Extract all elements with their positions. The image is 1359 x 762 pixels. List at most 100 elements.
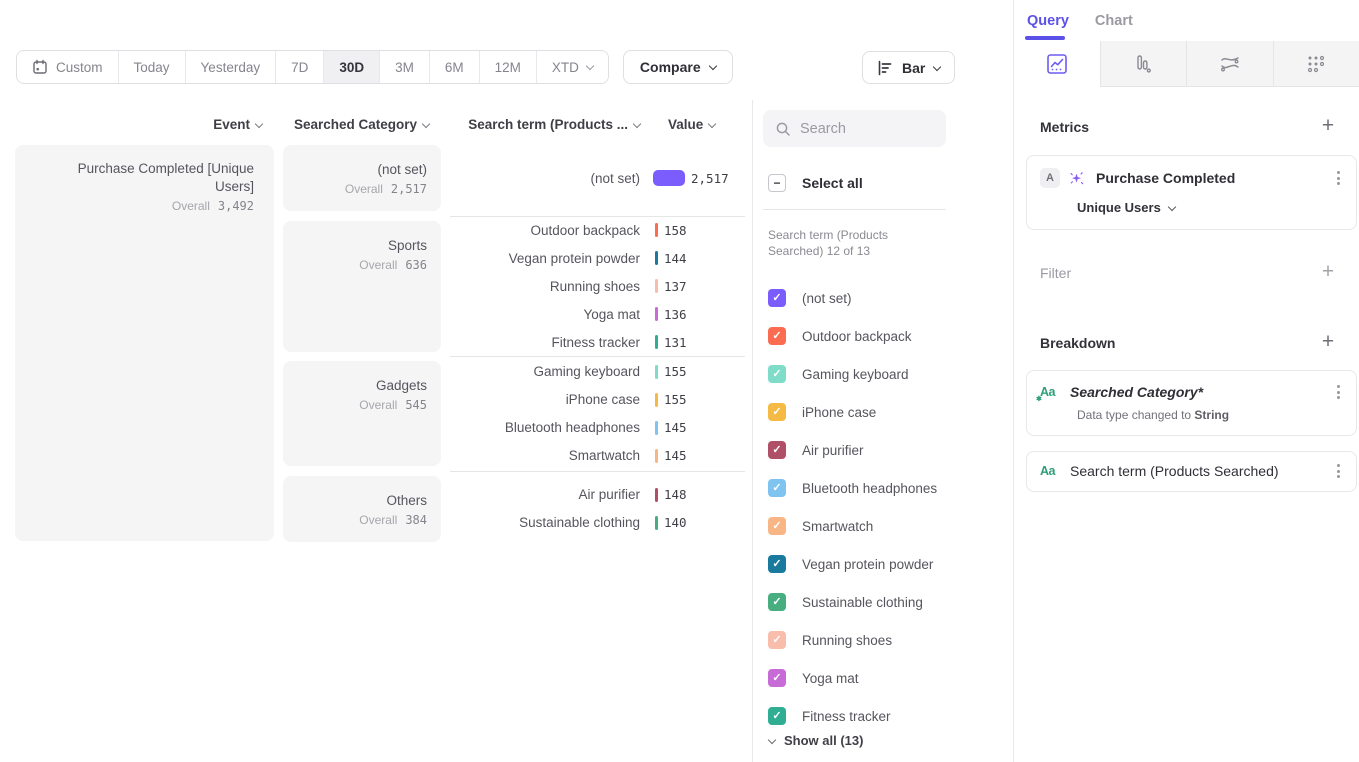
- metric-kebab-menu[interactable]: [1333, 169, 1344, 187]
- tab-flows[interactable]: [1186, 41, 1273, 87]
- term-checkbox[interactable]: ✓: [768, 327, 786, 345]
- category-overall: Overall636: [293, 258, 427, 272]
- column-header-label: Searched Category: [294, 117, 417, 132]
- metric-card[interactable]: A Purchase Completed Unique Users: [1026, 155, 1357, 230]
- select-all-row[interactable]: − Select all: [768, 174, 863, 192]
- table-row[interactable]: iPhone case155: [450, 386, 745, 414]
- value-cell: 137: [653, 279, 745, 294]
- search-input[interactable]: [800, 121, 920, 137]
- tab-query[interactable]: Query: [1027, 13, 1069, 29]
- date-range-yesterday[interactable]: Yesterday: [186, 51, 277, 83]
- table-row[interactable]: Bluetooth headphones145: [450, 414, 745, 442]
- list-item[interactable]: ✓Smartwatch: [763, 507, 963, 545]
- tab-chart[interactable]: Chart: [1095, 13, 1133, 29]
- show-all-toggle[interactable]: Show all (13): [769, 733, 863, 748]
- add-metric-button[interactable]: +: [1319, 117, 1337, 135]
- term-checkbox[interactable]: ✓: [768, 555, 786, 573]
- term-checkbox[interactable]: ✓: [768, 289, 786, 307]
- event-overall: Overall3,492: [35, 199, 254, 213]
- add-breakdown-button[interactable]: +: [1319, 333, 1337, 351]
- category-cell[interactable]: GadgetsOverall545: [283, 361, 441, 466]
- term-checkbox[interactable]: ✓: [768, 441, 786, 459]
- table-row[interactable]: Yoga mat136: [450, 300, 745, 328]
- category-cell[interactable]: OthersOverall384: [283, 476, 441, 542]
- compare-label: Compare: [640, 59, 701, 75]
- event-sparkle-icon: [1068, 170, 1085, 187]
- list-item[interactable]: ✓iPhone case: [763, 393, 963, 431]
- table-row[interactable]: Gaming keyboard155: [450, 358, 745, 386]
- list-item[interactable]: ✓Sustainable clothing: [763, 583, 963, 621]
- value-cell: 136: [653, 307, 745, 322]
- active-tab-underline: [1025, 36, 1065, 40]
- list-item[interactable]: ✓ Gaming keyboard: [763, 355, 963, 393]
- value-number: 148: [664, 487, 687, 502]
- date-range-xtd[interactable]: XTD: [537, 51, 608, 83]
- tab-bar-chart[interactable]: [1100, 41, 1187, 87]
- list-item[interactable]: ✓Vegan protein powder: [763, 545, 963, 583]
- date-range-12m[interactable]: 12M: [480, 51, 537, 83]
- compare-button[interactable]: Compare: [623, 50, 733, 84]
- term-checkbox[interactable]: ✓: [768, 479, 786, 497]
- table-row[interactable]: Running shoes137: [450, 272, 745, 300]
- value-number: 136: [664, 307, 687, 322]
- table-row[interactable]: Smartwatch145: [450, 442, 745, 470]
- table-row[interactable]: Outdoor backpack158: [450, 216, 745, 244]
- panel-separator: [763, 209, 946, 210]
- list-item[interactable]: ✓Yoga mat: [763, 659, 963, 697]
- aggregation-selector[interactable]: Unique Users: [1027, 188, 1356, 229]
- column-header-search-term[interactable]: Search term (Products ...: [430, 117, 640, 132]
- select-all-checkbox[interactable]: −: [768, 174, 786, 192]
- term-label: Running shoes: [450, 279, 653, 294]
- date-range-7d[interactable]: 7D: [276, 51, 324, 83]
- category-cell[interactable]: SportsOverall636: [283, 221, 441, 352]
- term-checkbox[interactable]: ✓: [768, 403, 786, 421]
- list-item[interactable]: ✓(not set): [763, 279, 963, 317]
- term-label: iPhone case: [450, 392, 653, 407]
- date-range-6m[interactable]: 6M: [430, 51, 480, 83]
- value-number: 131: [664, 335, 687, 350]
- list-item[interactable]: ✓Bluetooth headphones: [763, 469, 963, 507]
- value-bar: [655, 223, 658, 237]
- list-item[interactable]: ✓ Fitness tracker: [763, 697, 963, 735]
- table-row[interactable]: (not set)2,517: [450, 164, 745, 192]
- breakdown-card-search-term[interactable]: Aa Search term (Products Searched): [1026, 451, 1357, 492]
- chart-type-button[interactable]: Bar: [862, 51, 955, 84]
- breakdown-card-searched-category[interactable]: Aa✱ Searched Category* Data type changed…: [1026, 370, 1357, 436]
- category-cell[interactable]: (not set)Overall2,517: [283, 145, 441, 211]
- date-range-3m[interactable]: 3M: [380, 51, 430, 83]
- list-item[interactable]: ✓Outdoor backpack: [763, 317, 963, 355]
- term-checkbox[interactable]: ✓: [768, 669, 786, 687]
- value-bar: [655, 335, 658, 349]
- list-item[interactable]: ✓Air purifier: [763, 431, 963, 469]
- metric-letter-badge: A: [1040, 168, 1060, 188]
- term-item-label: Gaming keyboard: [802, 367, 909, 382]
- add-filter-button[interactable]: +: [1319, 263, 1337, 281]
- date-range-custom[interactable]: Custom: [17, 51, 119, 83]
- breakdown-kebab-menu[interactable]: [1333, 383, 1344, 401]
- tab-insights-chart[interactable]: [1014, 41, 1100, 87]
- breakdown-kebab-menu[interactable]: [1333, 462, 1344, 480]
- column-header-event[interactable]: Event: [100, 117, 262, 132]
- table-row[interactable]: Vegan protein powder144: [450, 244, 745, 272]
- table-row[interactable]: Sustainable clothing140: [450, 509, 745, 537]
- term-checkbox[interactable]: ✓: [768, 631, 786, 649]
- column-header-searched-category[interactable]: Searched Category: [263, 117, 429, 132]
- column-header-value[interactable]: Value: [668, 117, 758, 132]
- list-item[interactable]: ✓Running shoes: [763, 621, 963, 659]
- value-bar: [655, 421, 658, 435]
- term-checkbox[interactable]: ✓: [768, 365, 786, 383]
- table-row[interactable]: Fitness tracker131: [450, 328, 745, 356]
- table-row[interactable]: Air purifier148: [450, 481, 745, 509]
- term-item-label: Fitness tracker: [802, 709, 891, 724]
- aggregation-label: Unique Users: [1077, 200, 1161, 215]
- chevron-down-icon: [255, 119, 263, 127]
- term-checkbox[interactable]: ✓: [768, 593, 786, 611]
- term-checkbox[interactable]: ✓: [768, 517, 786, 535]
- date-range-today[interactable]: Today: [119, 51, 186, 83]
- event-cell[interactable]: Purchase Completed [Unique Users] Overal…: [15, 145, 274, 541]
- term-checkbox[interactable]: ✓: [768, 707, 786, 725]
- term-rows-group: (not set)2,517: [450, 145, 745, 211]
- value-cell: 158: [653, 223, 745, 238]
- tab-retention[interactable]: [1273, 41, 1359, 87]
- date-range-30d[interactable]: 30D: [324, 51, 380, 83]
